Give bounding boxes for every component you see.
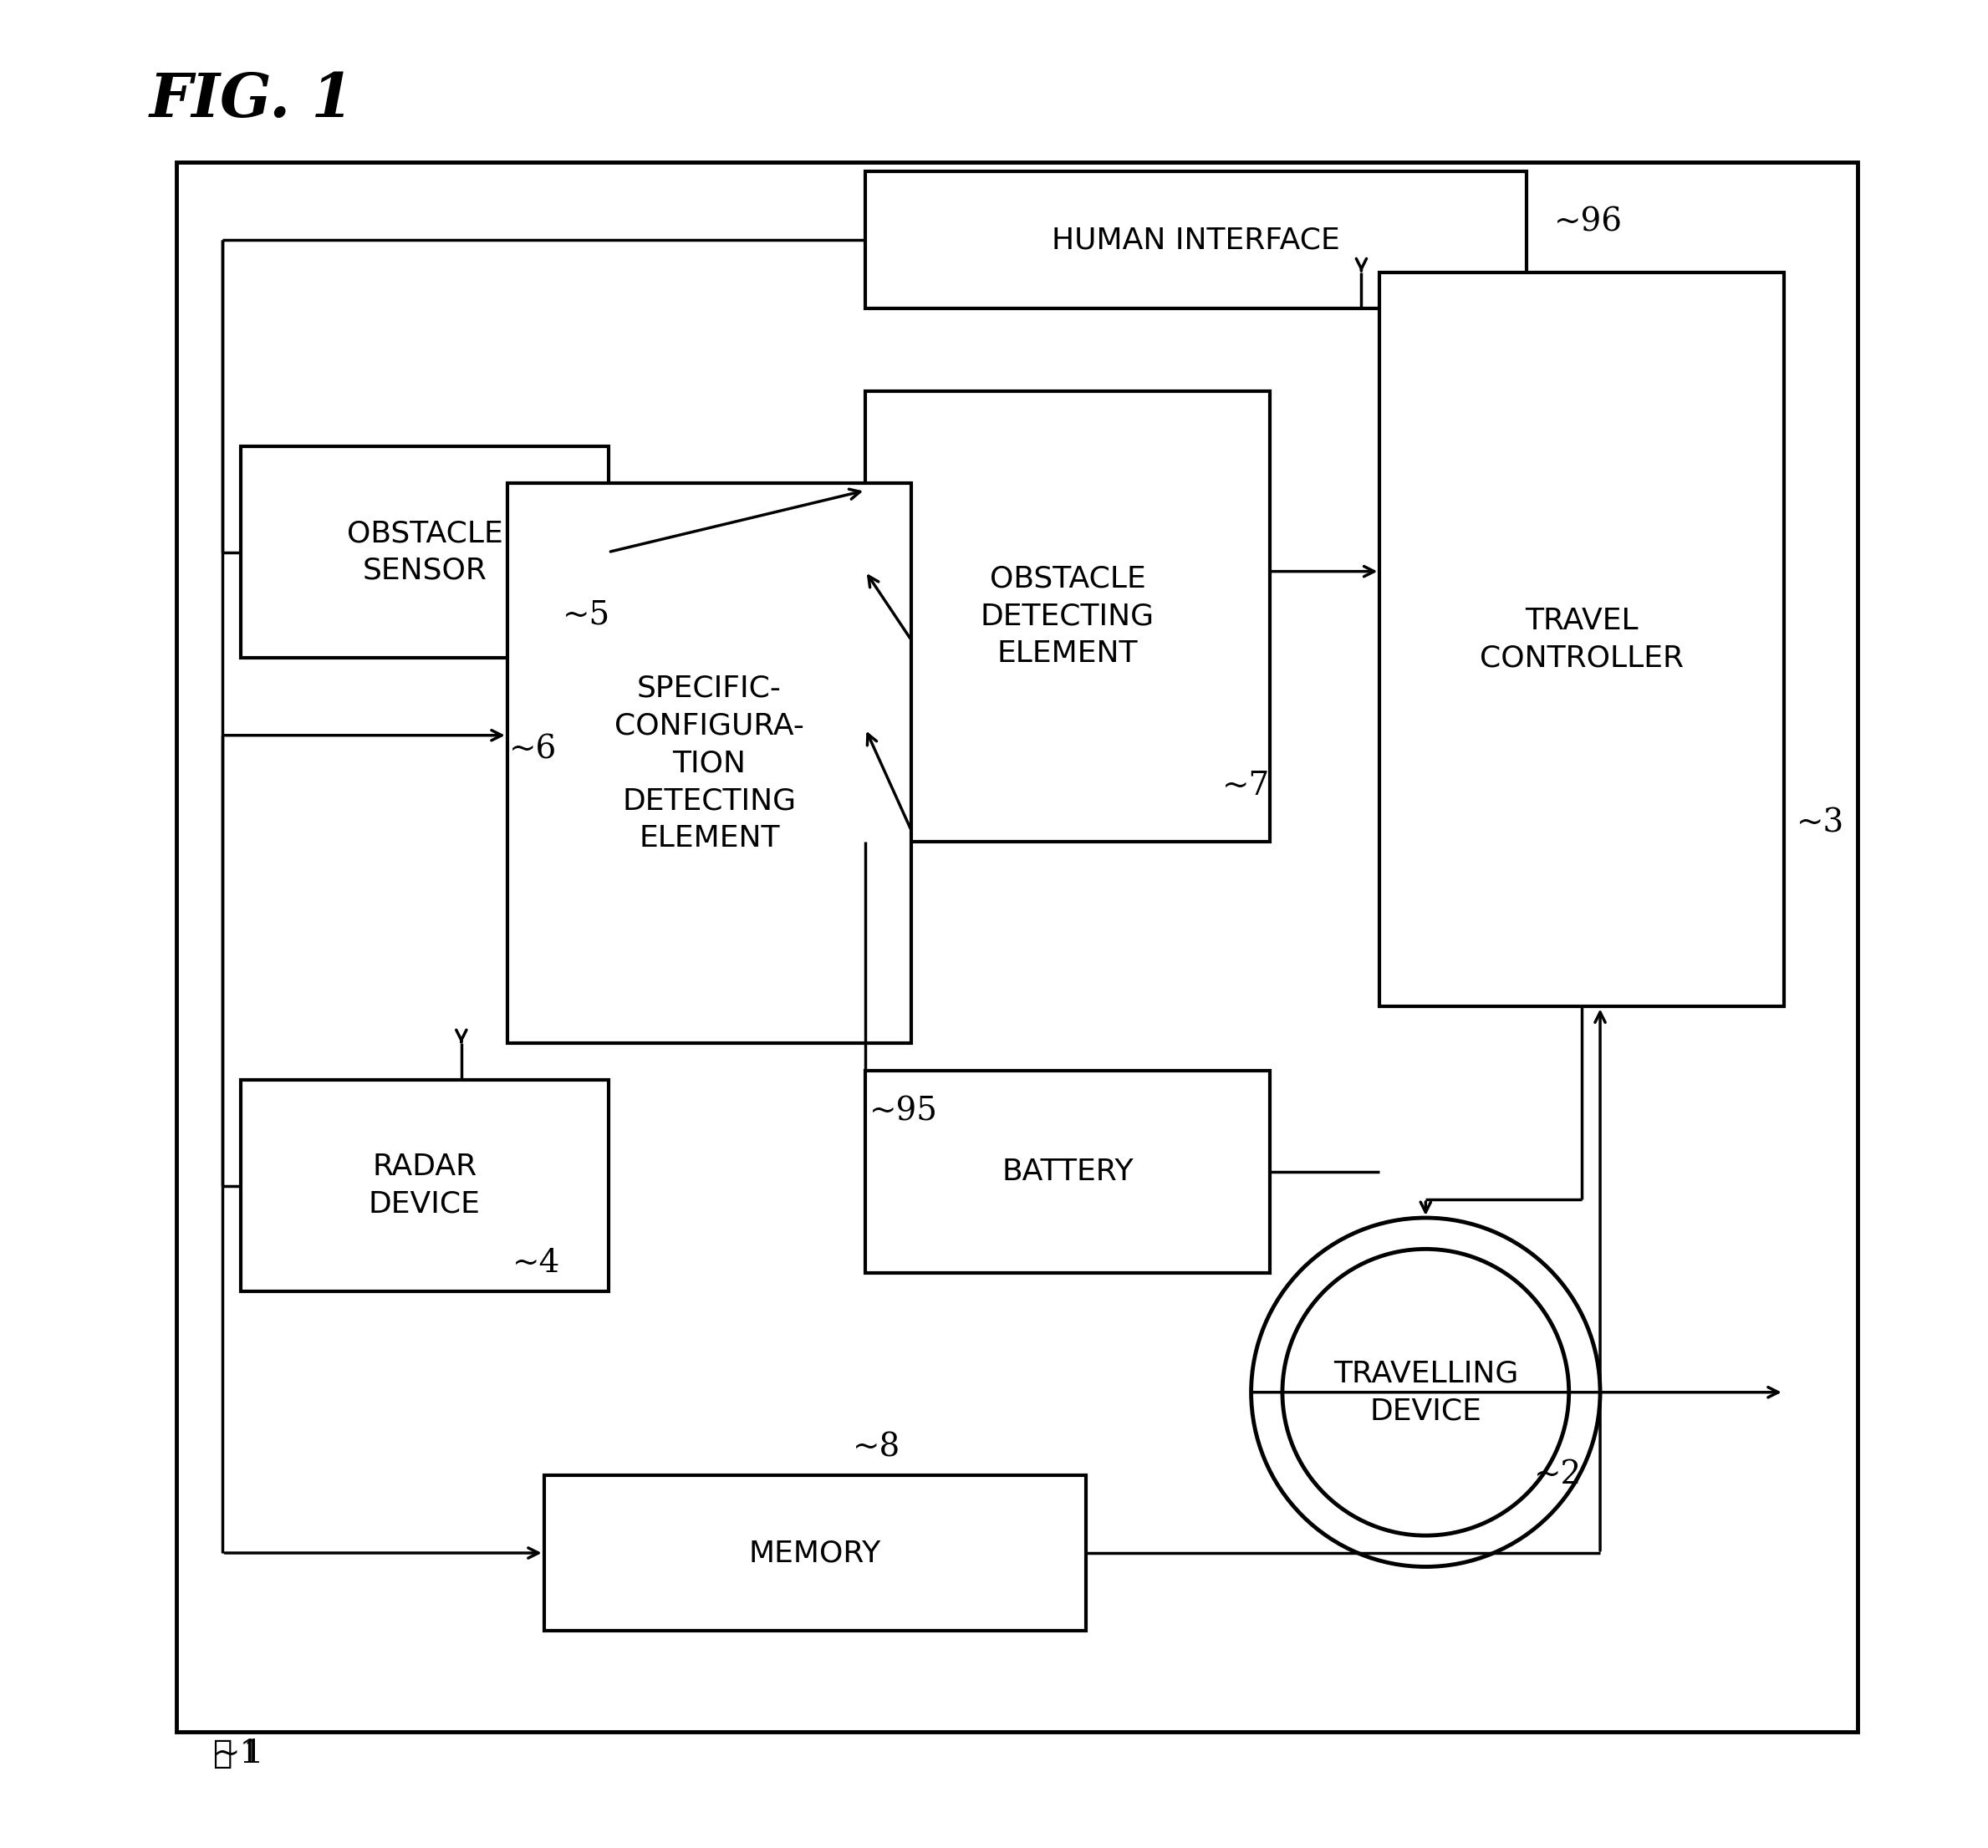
Bar [241,1079,608,1292]
Text: ~2: ~2 [1535,1460,1582,1489]
Text: ~95: ~95 [869,1096,938,1127]
Text: TRAVEL
CONTROLLER: TRAVEL CONTROLLER [1479,606,1684,673]
Bar [865,1070,1270,1273]
Text: HUMAN INTERFACE: HUMAN INTERFACE [1052,225,1340,255]
Text: TRAVELLING
DEVICE: TRAVELLING DEVICE [1334,1360,1519,1425]
Bar [241,447,608,658]
Text: ~1: ~1 [213,1739,260,1770]
Text: MEMORY: MEMORY [749,1539,881,1567]
Text: FIG. 1: FIG. 1 [149,70,354,129]
Bar [865,172,1527,309]
Text: ℓ 1: ℓ 1 [213,1739,264,1770]
Text: OBSTACLE
DETECTING
ELEMENT: OBSTACLE DETECTING ELEMENT [980,565,1155,669]
Text: ~7: ~7 [1223,771,1270,802]
Text: ~5: ~5 [563,601,610,630]
Text: SPECIFIC-
CONFIGURA-
TION
DETECTING
ELEMENT: SPECIFIC- CONFIGURA- TION DETECTING ELEM… [614,675,803,852]
Text: RADAR
DEVICE: RADAR DEVICE [368,1153,481,1218]
Bar [545,1475,1085,1632]
Bar [177,163,1857,1732]
Text: OBSTACLE
SENSOR: OBSTACLE SENSOR [346,519,503,586]
Text: ~8: ~8 [853,1432,901,1464]
Bar [1380,272,1783,1007]
Bar [865,392,1270,841]
Text: ~96: ~96 [1555,207,1622,238]
Text: ~3: ~3 [1797,808,1845,839]
Text: ~6: ~6 [509,734,557,765]
Text: BATTERY: BATTERY [1002,1157,1133,1186]
Text: ~4: ~4 [513,1247,561,1279]
Bar [507,484,911,1044]
